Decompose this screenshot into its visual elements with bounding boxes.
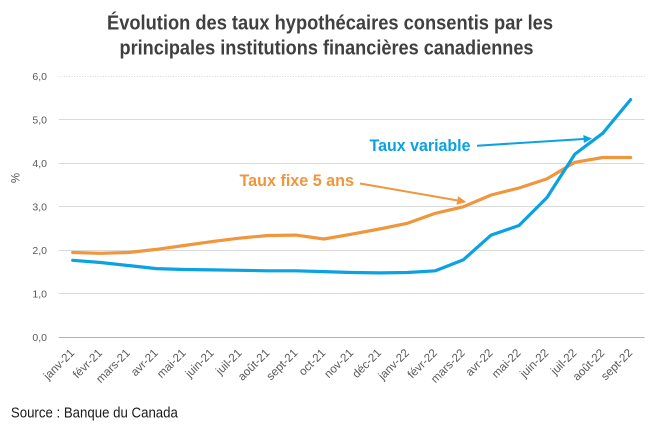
svg-text:principales institutions finan: principales institutions financières can…	[120, 37, 534, 59]
svg-text:1,0: 1,0	[32, 289, 47, 301]
svg-text:Évolution des taux hypothécair: Évolution des taux hypothécaires consent…	[107, 12, 553, 35]
svg-text:0,0: 0,0	[32, 332, 47, 344]
svg-text:6,0: 6,0	[32, 71, 47, 83]
svg-text:4,0: 4,0	[32, 158, 47, 170]
svg-text:5,0: 5,0	[32, 114, 47, 126]
svg-text:3,0: 3,0	[32, 202, 47, 214]
svg-text:Taux fixe 5 ans: Taux fixe 5 ans	[240, 171, 355, 190]
svg-text:Source : Banque du Canada: Source : Banque du Canada	[11, 405, 179, 422]
svg-text:Taux variable: Taux variable	[370, 136, 471, 155]
svg-text:%: %	[11, 173, 23, 183]
svg-text:2,0: 2,0	[32, 245, 47, 257]
